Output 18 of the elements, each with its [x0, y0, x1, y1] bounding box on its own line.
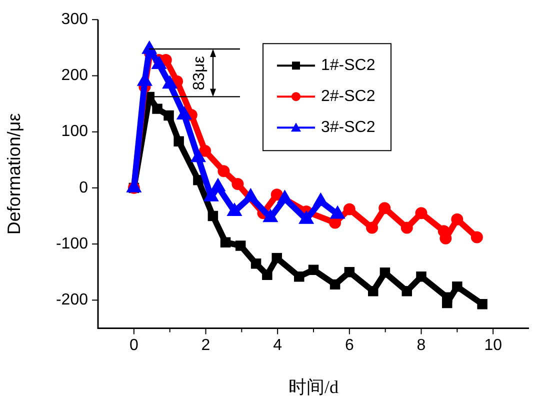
y-tick-label: -200	[56, 292, 88, 309]
y-tick-label: 200	[61, 67, 88, 84]
legend-label: 2#-SC2	[321, 88, 376, 106]
x-tick-label: 4	[273, 337, 282, 354]
y-tick-label: 100	[61, 123, 88, 140]
x-tick-label: 8	[416, 337, 426, 354]
x-tick-label: 2	[201, 337, 210, 354]
y-tick-label: -100	[56, 235, 88, 252]
legend-label: 3#-SC2	[321, 119, 376, 136]
x-tick-label: 6	[344, 337, 354, 354]
x-tick-label: 10	[484, 337, 502, 354]
y-tick-label: 0	[79, 179, 88, 196]
x-tick-label: 0	[129, 337, 138, 354]
y-tick-label: 300	[61, 11, 88, 28]
x-axis-title: 时间/d	[288, 376, 339, 397]
legend-label: 1#-SC2	[321, 57, 376, 74]
y-axis-title: Deformation/με	[4, 113, 24, 235]
annotation: 83με	[190, 56, 208, 90]
